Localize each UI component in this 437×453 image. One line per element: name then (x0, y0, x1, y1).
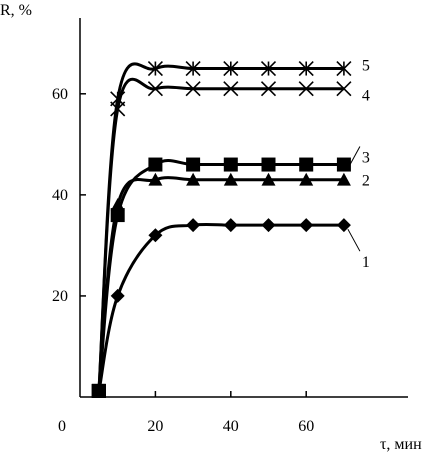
series-3-point (110, 208, 125, 223)
series-5-point (147, 60, 163, 77)
series-1-point (186, 218, 201, 233)
series-5-point (260, 60, 277, 77)
series-3-point (223, 157, 238, 172)
y-tick-label: 40 (52, 187, 68, 204)
series-3-point (336, 157, 351, 172)
series-1-point (336, 218, 351, 233)
series-5-point (298, 60, 314, 77)
series-3-point (186, 157, 201, 172)
series-1-point (110, 288, 125, 303)
series-2-point (336, 172, 351, 186)
series-4-point (185, 81, 201, 97)
series-2-point (186, 172, 201, 186)
x-tick-label: 40 (223, 418, 239, 435)
x-tick-label: 0 (58, 418, 66, 435)
series-2-point (299, 172, 314, 186)
series-3-point (148, 157, 163, 172)
x-axis-label: τ, мин (380, 436, 422, 453)
series-4-line (97, 77, 344, 393)
series-3-point (299, 157, 314, 172)
series-1-leader (347, 228, 361, 252)
series-4-point (336, 81, 352, 97)
series-5-point (110, 91, 126, 107)
series-5-label: 5 (362, 58, 370, 75)
series-5-point (91, 383, 106, 398)
series-5-point (336, 60, 352, 77)
series-1-line (97, 222, 344, 393)
series-1-point (148, 228, 163, 243)
series-3-leader (347, 146, 361, 169)
series-5-line (97, 62, 344, 393)
series-4-point (223, 81, 239, 97)
series-1-point (299, 218, 314, 233)
y-tick-label: 20 (52, 288, 68, 305)
series-5-point (185, 60, 201, 77)
series-2-point (261, 172, 276, 186)
series-3-line (97, 159, 344, 393)
series-1-point (261, 218, 276, 233)
series-2-point (148, 172, 163, 186)
series-2-line (97, 176, 344, 393)
x-tick-label: 20 (147, 418, 163, 435)
series-2-label: 2 (362, 173, 370, 190)
axes (79, 18, 408, 398)
series-2-point (223, 172, 238, 186)
ticks: 20 40 60 0 20 40 60 (52, 86, 314, 435)
y-tick-label: 60 (52, 86, 68, 103)
series-4-point (147, 81, 163, 97)
series-3-label: 3 (362, 150, 370, 167)
y-axis-label: R, % (0, 2, 32, 19)
series-3-point (261, 157, 276, 172)
series-4-label: 4 (362, 88, 370, 105)
series-layer: 1 2 3 4 5 (91, 58, 370, 398)
series-5-point (223, 60, 239, 77)
series-1-label: 1 (362, 254, 370, 271)
series-4-point (260, 81, 277, 97)
series-4-point (298, 81, 314, 97)
series-1-point (223, 218, 238, 233)
x-tick-label: 60 (298, 418, 314, 435)
